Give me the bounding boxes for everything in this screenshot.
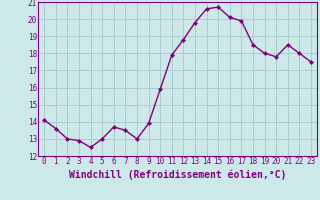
X-axis label: Windchill (Refroidissement éolien,°C): Windchill (Refroidissement éolien,°C) <box>69 169 286 180</box>
